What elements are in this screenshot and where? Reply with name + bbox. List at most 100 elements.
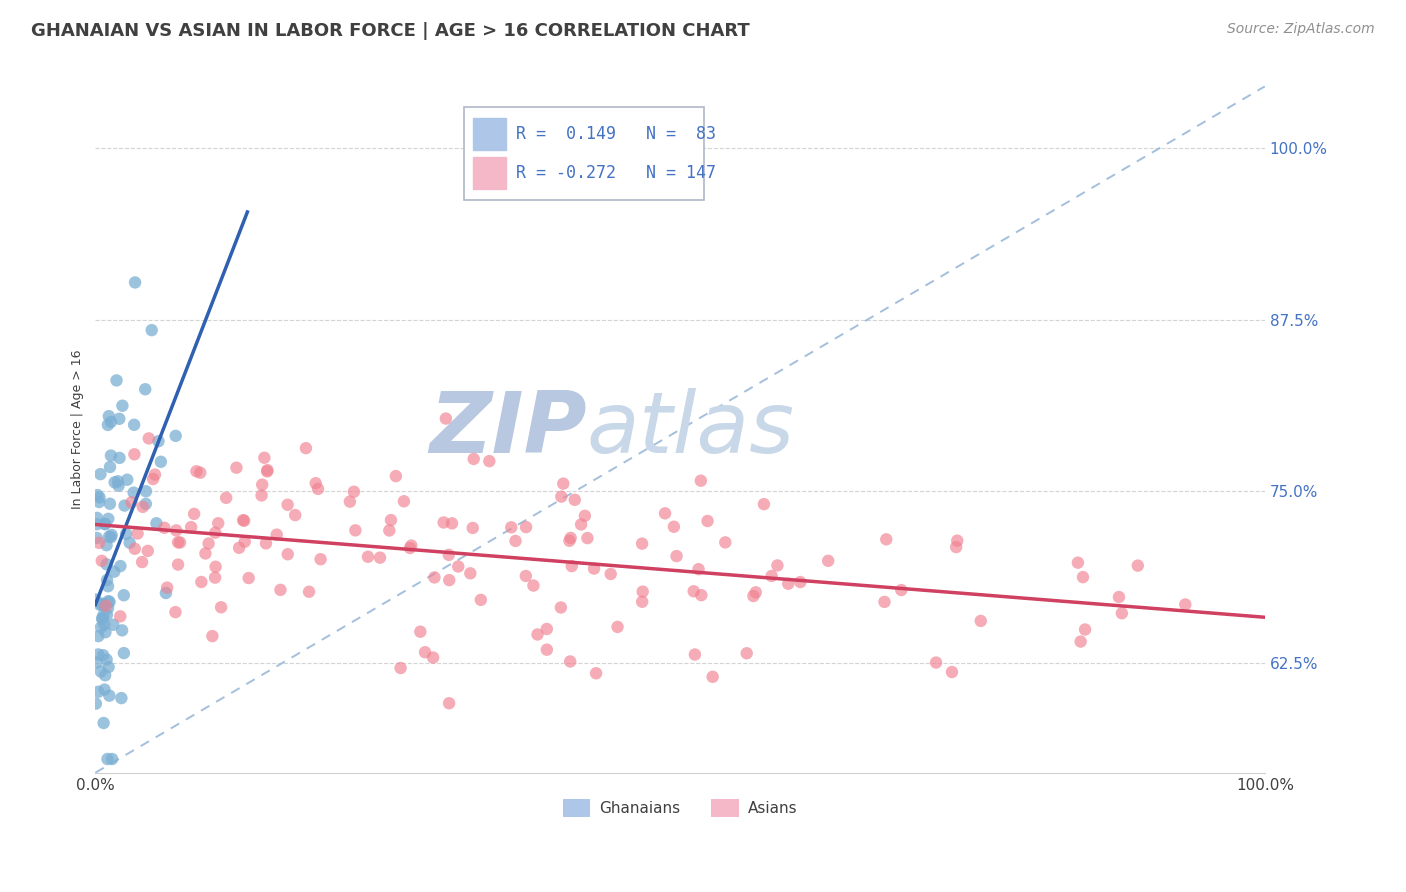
Point — [215, 491, 238, 505]
Point — [789, 574, 811, 589]
Point — [460, 566, 482, 581]
Point — [970, 614, 993, 628]
Legend: Ghanaians, Asians: Ghanaians, Asians — [557, 793, 804, 823]
Point — [688, 562, 710, 576]
Point — [97, 409, 120, 424]
Point — [890, 582, 912, 597]
Point — [86, 517, 108, 532]
Point — [127, 526, 149, 541]
Point — [550, 600, 572, 615]
Point — [87, 648, 110, 662]
Point — [233, 514, 256, 528]
Point — [766, 558, 789, 573]
Point — [536, 642, 558, 657]
Point — [110, 609, 132, 624]
Point — [145, 516, 167, 531]
Point — [98, 689, 121, 703]
Point — [380, 513, 402, 527]
Point — [98, 497, 121, 511]
Point — [422, 650, 444, 665]
Point — [945, 540, 967, 554]
Point — [437, 573, 460, 587]
Point — [201, 629, 224, 643]
Point — [86, 531, 108, 545]
Point — [585, 666, 607, 681]
Point — [94, 516, 117, 531]
Point — [190, 574, 212, 589]
Point — [478, 454, 501, 468]
Point — [1070, 634, 1092, 648]
Point — [576, 531, 599, 545]
Point — [553, 476, 575, 491]
Point — [266, 527, 288, 541]
Point — [343, 484, 366, 499]
Point — [96, 652, 118, 666]
Point — [96, 607, 118, 622]
Point — [97, 601, 120, 615]
Point — [1067, 556, 1090, 570]
Point — [124, 276, 146, 290]
Point — [225, 460, 247, 475]
Point — [91, 612, 114, 626]
Point — [96, 573, 118, 587]
Y-axis label: In Labor Force | Age > 16: In Labor Force | Age > 16 — [72, 350, 84, 509]
Point — [305, 476, 328, 491]
Point — [761, 569, 783, 583]
Point — [298, 584, 321, 599]
Point — [742, 589, 765, 603]
Point — [115, 473, 138, 487]
Point — [654, 506, 676, 520]
Point — [564, 492, 586, 507]
Point — [155, 586, 177, 600]
Point — [194, 546, 217, 560]
Point — [574, 508, 596, 523]
Point — [1174, 598, 1197, 612]
Point — [104, 475, 127, 490]
Point — [111, 399, 134, 413]
Point — [1126, 558, 1149, 573]
Point — [142, 472, 165, 486]
Text: Source: ZipAtlas.com: Source: ZipAtlas.com — [1227, 22, 1375, 37]
Point — [440, 516, 463, 531]
Point — [167, 558, 190, 572]
Point — [90, 598, 112, 612]
Point — [93, 716, 115, 731]
Point — [238, 571, 260, 585]
Point — [558, 533, 581, 548]
Point — [87, 684, 110, 698]
Point — [631, 536, 654, 550]
Point — [522, 578, 544, 592]
Point — [136, 544, 159, 558]
Point — [461, 521, 484, 535]
Point — [385, 469, 408, 483]
Point — [284, 508, 307, 522]
Point — [165, 605, 187, 619]
Point — [437, 696, 460, 710]
FancyBboxPatch shape — [464, 107, 703, 200]
Point — [254, 536, 277, 550]
Point — [683, 648, 706, 662]
Point — [93, 682, 115, 697]
Point — [526, 627, 548, 641]
Point — [309, 552, 332, 566]
Point — [94, 668, 117, 682]
Point — [463, 451, 485, 466]
Point — [111, 624, 134, 638]
Point — [124, 447, 146, 461]
Point — [253, 450, 276, 465]
Point — [197, 536, 219, 550]
Point — [122, 485, 145, 500]
Point — [131, 555, 153, 569]
Point — [232, 513, 254, 527]
Point — [399, 541, 422, 555]
Point — [561, 559, 583, 574]
Point — [437, 548, 460, 562]
Point — [925, 656, 948, 670]
Point — [135, 484, 157, 499]
Point — [86, 656, 108, 670]
Point — [690, 588, 713, 602]
Point — [94, 517, 117, 532]
Point — [295, 441, 318, 455]
Point — [167, 535, 190, 549]
Point — [108, 411, 131, 425]
